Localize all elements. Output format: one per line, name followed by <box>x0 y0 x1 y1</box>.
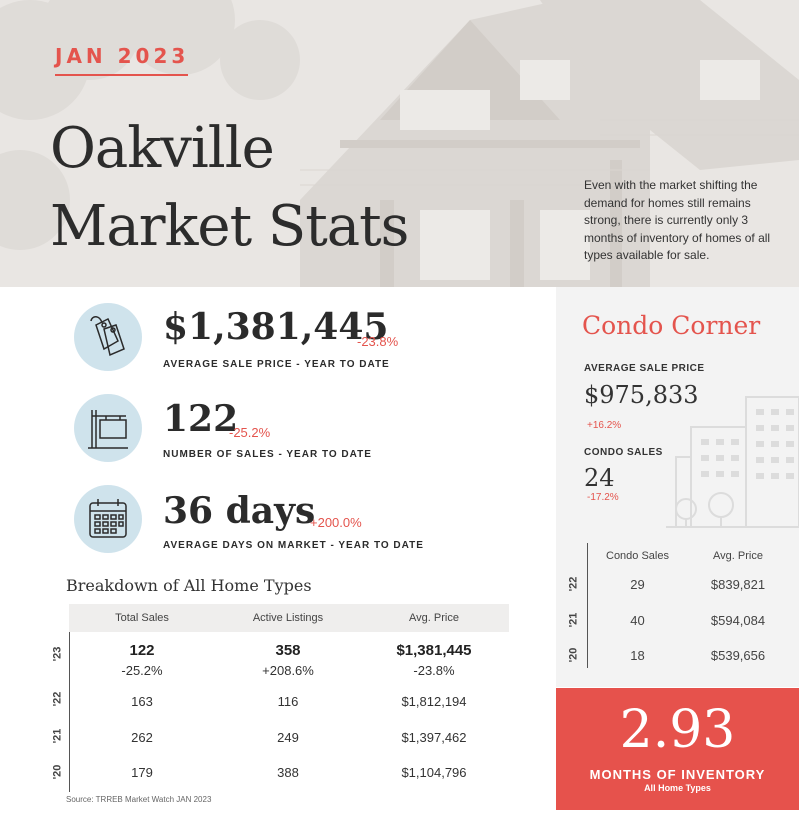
avg-sale-price-label: AVERAGE SALE PRICE - YEAR TO DATE <box>163 359 390 370</box>
hero-banner <box>0 0 799 287</box>
condo-year-21: '21 <box>567 612 580 628</box>
condo-sales-label: CONDO SALES <box>584 447 663 458</box>
number-of-sales-change: -25.2% <box>229 425 271 440</box>
cell-listings-22: 116 <box>277 694 299 709</box>
condo-sales-value: 24 <box>584 464 615 492</box>
condo-header-sales: Condo Sales <box>606 550 669 562</box>
avg-sale-price-change: -23.8% <box>357 334 399 349</box>
house-background-image <box>0 0 799 287</box>
breakdown-title: Breakdown of All Home Types <box>66 576 312 595</box>
condo-year-20: '20 <box>567 647 580 663</box>
condo-price-20: $539,656 <box>710 648 766 663</box>
condo-table-rule <box>587 543 588 668</box>
report-date: JAN 2023 <box>55 44 190 68</box>
months-of-inventory-label: MONTHS OF INVENTORY <box>589 767 766 782</box>
intro-text: Even with the market shifting the demand… <box>584 178 771 262</box>
condo-price-21: $594,084 <box>710 613 766 628</box>
days-on-market-change: +200.0% <box>310 515 362 530</box>
inventory-subtitle: All Home Types <box>644 783 711 793</box>
condo-year-22: '22 <box>567 576 580 592</box>
row-year-21: '21 <box>51 728 64 744</box>
condo-sales-21: 40 <box>630 613 645 628</box>
header-total-sales: Total Sales <box>115 612 169 624</box>
cell-listings-change-23: +208.6% <box>262 663 314 678</box>
table-left-rule <box>69 632 70 792</box>
header-avg-price: Avg. Price <box>409 612 459 624</box>
condo-sales-20: 18 <box>630 648 645 663</box>
condo-corner-panel <box>556 287 799 687</box>
building-illustration <box>666 396 799 528</box>
header-active-listings: Active Listings <box>252 612 324 624</box>
condo-sales-change: -17.2% <box>587 492 619 503</box>
row-year-20: '20 <box>51 764 64 780</box>
cell-sales-21: 262 <box>131 730 153 745</box>
cell-sales-22: 163 <box>131 694 153 709</box>
cell-listings-23: 358 <box>275 642 301 659</box>
source-note: Source: TRREB Market Watch JAN 2023 <box>66 795 212 804</box>
condo-price-22: $839,821 <box>710 577 766 592</box>
cell-price-23: $1,381,445 <box>396 642 472 659</box>
cell-price-21: $1,397,462 <box>401 730 467 745</box>
cell-sales-23: 122 <box>129 642 155 659</box>
days-on-market-label: AVERAGE DAYS ON MARKET - YEAR TO DATE <box>163 540 424 551</box>
calendar-icon <box>74 485 142 553</box>
months-of-inventory-value: 2.93 <box>619 700 736 760</box>
condo-header-price: Avg. Price <box>713 550 763 562</box>
inventory-box <box>556 688 799 810</box>
breakdown-table-header <box>69 604 509 632</box>
cell-price-change-23: -23.8% <box>413 663 455 678</box>
row-year-22: '22 <box>51 691 64 707</box>
page-title-line1: Oakville <box>50 116 275 181</box>
row-year-23: '23 <box>51 646 64 662</box>
cell-price-20: $1,104,796 <box>401 765 467 780</box>
number-of-sales-label: NUMBER OF SALES - YEAR TO DATE <box>163 449 372 460</box>
condo-avg-price-change: +16.2% <box>587 420 622 431</box>
page-title-line2: Market Stats <box>50 194 409 259</box>
cell-listings-20: 388 <box>277 765 299 780</box>
avg-sale-price-value: $1,381,445 <box>163 306 389 348</box>
days-on-market-value: 36 days <box>163 490 316 532</box>
condo-corner-title: Condo Corner <box>582 311 761 340</box>
condo-sales-22: 29 <box>630 577 645 592</box>
condo-avg-price-value: $975,833 <box>584 381 699 409</box>
price-tag-icon <box>74 303 142 371</box>
cell-sales-20: 179 <box>131 765 153 780</box>
date-underline <box>55 74 188 76</box>
condo-avg-price-label: AVERAGE SALE PRICE <box>584 363 705 374</box>
sale-sign-icon <box>74 394 142 462</box>
cell-sales-change-23: -25.2% <box>121 663 163 678</box>
cell-listings-21: 249 <box>277 730 299 745</box>
number-of-sales-value: 122 <box>163 398 239 440</box>
cell-price-22: $1,812,194 <box>401 694 467 709</box>
